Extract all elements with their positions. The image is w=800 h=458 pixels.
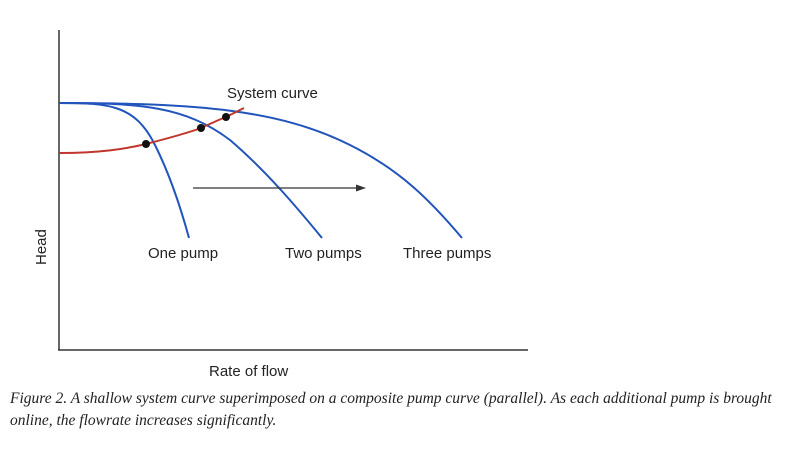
- three-pumps-label: Three pumps: [403, 245, 491, 262]
- operating-point-three-pumps: [222, 113, 230, 121]
- two-pumps-label: Two pumps: [285, 245, 362, 262]
- operating-point-one-pump: [142, 140, 150, 148]
- two-pumps-curve: [58, 102, 323, 239]
- three-pumps-curve: [58, 102, 463, 239]
- x-axis-label: Rate of flow: [209, 363, 288, 380]
- system-curve-label: System curve: [227, 85, 318, 102]
- figure-caption: Figure 2. A shallow system curve superim…: [10, 390, 772, 429]
- one-pump-curve: [58, 102, 190, 239]
- operating-point-two-pumps: [197, 124, 205, 132]
- y-axis-label: Head: [33, 229, 50, 265]
- pump-system-diagram: System curve One pump Two pumps Three pu…: [33, 30, 528, 380]
- flow-increase-arrowhead: [356, 184, 366, 192]
- one-pump-label: One pump: [148, 245, 218, 262]
